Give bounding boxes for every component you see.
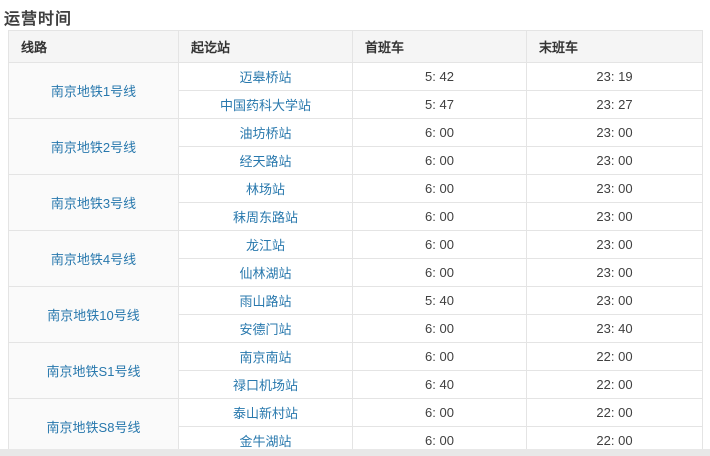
table-row: 安德门站 6: 00 23: 40 — [9, 314, 703, 343]
line-name-cell: 南京地铁2号线 — [8, 118, 179, 175]
line-name-cell: 南京地铁10号线 — [8, 286, 179, 343]
table-header-row: 线路 起讫站 首班车 末班车 — [8, 30, 703, 63]
first-train-time: 5: 40 — [352, 286, 527, 315]
last-train-time: 23: 00 — [526, 202, 703, 231]
terminus-station-cell: 禄口机场站 — [178, 370, 353, 399]
terminus-station-link[interactable]: 禄口机场站 — [232, 378, 298, 393]
table-row: 经天路站 6: 00 23: 00 — [9, 146, 703, 175]
column-header-last-train: 末班车 — [526, 30, 703, 63]
terminus-station-cell: 南京南站 — [178, 342, 353, 371]
table-row: 南京地铁4号线 龙江站 6: 00 23: 00 — [8, 230, 703, 287]
terminus-station-cell: 秣周东路站 — [178, 202, 353, 231]
line-name-link[interactable]: 南京地铁10号线 — [47, 308, 140, 323]
first-train-time: 6: 40 — [352, 370, 527, 399]
terminus-station-cell: 泰山新村站 — [178, 398, 353, 427]
terminus-station-link[interactable]: 仙林湖站 — [239, 266, 292, 281]
bottom-edge-strip — [0, 449, 710, 456]
first-train-time: 6: 00 — [352, 258, 527, 287]
line-name-link[interactable]: 南京地铁1号线 — [50, 84, 137, 99]
page-title: 运营时间 — [4, 11, 73, 28]
terminus-station-cell: 龙江站 — [178, 230, 353, 259]
terminus-station-link[interactable]: 油坊桥站 — [239, 126, 292, 141]
first-train-time: 6: 00 — [352, 314, 527, 343]
terminus-station-cell: 经天路站 — [178, 146, 353, 175]
timetable-body: 南京地铁1号线 迈皋桥站 5: 42 23: 19 中国药科大学站 5: 47 23: 27… — [8, 62, 703, 455]
terminus-station-cell: 雨山路站 — [178, 286, 353, 315]
first-train-time: 6: 00 — [352, 342, 527, 371]
last-train-time: 23: 00 — [526, 174, 703, 203]
last-train-time: 22: 00 — [526, 370, 703, 399]
terminus-station-cell: 中国药科大学站 — [178, 90, 353, 119]
first-train-time: 6: 00 — [352, 398, 527, 427]
last-train-time: 23: 00 — [526, 286, 703, 315]
last-train-time: 23: 40 — [526, 314, 703, 343]
last-train-time: 22: 00 — [526, 342, 703, 371]
line-name-link[interactable]: 南京地铁4号线 — [50, 252, 137, 267]
terminus-station-cell: 仙林湖站 — [178, 258, 353, 287]
line-name-link[interactable]: 南京地铁2号线 — [50, 140, 137, 155]
column-header-terminus: 起讫站 — [178, 30, 353, 63]
terminus-station-cell: 油坊桥站 — [178, 118, 353, 147]
terminus-station-link[interactable]: 林场站 — [245, 182, 285, 197]
first-train-time: 6: 00 — [352, 146, 527, 175]
table-row: 南京地铁10号线 雨山路站 5: 40 23: 00 — [8, 286, 703, 343]
table-row: 南京地铁S8号线 泰山新村站 6: 00 22: 00 — [8, 398, 703, 455]
last-train-time: 23: 27 — [526, 90, 703, 119]
last-train-time: 23: 00 — [526, 146, 703, 175]
terminus-station-link[interactable]: 迈皋桥站 — [239, 70, 292, 85]
terminus-station-link[interactable]: 雨山路站 — [239, 294, 292, 309]
column-header-first-train: 首班车 — [352, 30, 527, 63]
terminus-station-link[interactable]: 经天路站 — [239, 154, 292, 169]
table-row: 秣周东路站 6: 00 23: 00 — [9, 202, 703, 231]
terminus-station-cell: 安德门站 — [178, 314, 353, 343]
terminus-station-cell: 迈皋桥站 — [178, 62, 353, 91]
terminus-station-link[interactable]: 泰山新村站 — [232, 406, 298, 421]
last-train-time: 23: 00 — [526, 230, 703, 259]
line-name-link[interactable]: 南京地铁S1号线 — [46, 364, 141, 379]
last-train-time: 22: 00 — [526, 398, 703, 427]
first-train-time: 5: 42 — [352, 62, 527, 91]
terminus-station-link[interactable]: 金牛湖站 — [239, 434, 292, 449]
table-row: 仙林湖站 6: 00 23: 00 — [9, 258, 703, 287]
first-train-time: 6: 00 — [352, 230, 527, 259]
line-name-cell: 南京地铁1号线 — [8, 62, 179, 119]
line-name-cell: 南京地铁S8号线 — [8, 398, 179, 455]
terminus-station-link[interactable]: 秣周东路站 — [232, 210, 298, 225]
table-row: 南京地铁2号线 油坊桥站 6: 00 23: 00 — [8, 118, 703, 175]
column-header-line: 线路 — [8, 30, 179, 63]
line-name-link[interactable]: 南京地铁S8号线 — [46, 420, 141, 435]
first-train-time: 6: 00 — [352, 202, 527, 231]
line-name-link[interactable]: 南京地铁3号线 — [50, 196, 137, 211]
table-row: 中国药科大学站 5: 47 23: 27 — [9, 90, 703, 119]
last-train-time: 23: 00 — [526, 118, 703, 147]
terminus-station-link[interactable]: 南京南站 — [239, 350, 292, 365]
terminus-station-cell: 林场站 — [178, 174, 353, 203]
first-train-time: 5: 47 — [352, 90, 527, 119]
terminus-station-link[interactable]: 安德门站 — [239, 322, 292, 337]
table-row: 南京地铁S1号线 南京南站 6: 00 22: 00 — [8, 342, 703, 399]
terminus-station-link[interactable]: 中国药科大学站 — [219, 98, 311, 113]
last-train-time: 23: 00 — [526, 258, 703, 287]
first-train-time: 6: 00 — [352, 118, 527, 147]
operating-hours-table: 线路 起讫站 首班车 末班车 南京地铁1号线 迈皋桥站 5: 42 23: 19 中国药… — [8, 30, 703, 455]
line-name-cell: 南京地铁S1号线 — [8, 342, 179, 399]
table-row: 南京地铁1号线 迈皋桥站 5: 42 23: 19 — [8, 62, 703, 119]
table-row: 南京地铁3号线 林场站 6: 00 23: 00 — [8, 174, 703, 231]
first-train-time: 6: 00 — [352, 174, 527, 203]
line-name-cell: 南京地铁3号线 — [8, 174, 179, 231]
terminus-station-link[interactable]: 龙江站 — [245, 238, 285, 253]
last-train-time: 23: 19 — [526, 62, 703, 91]
line-name-cell: 南京地铁4号线 — [8, 230, 179, 287]
